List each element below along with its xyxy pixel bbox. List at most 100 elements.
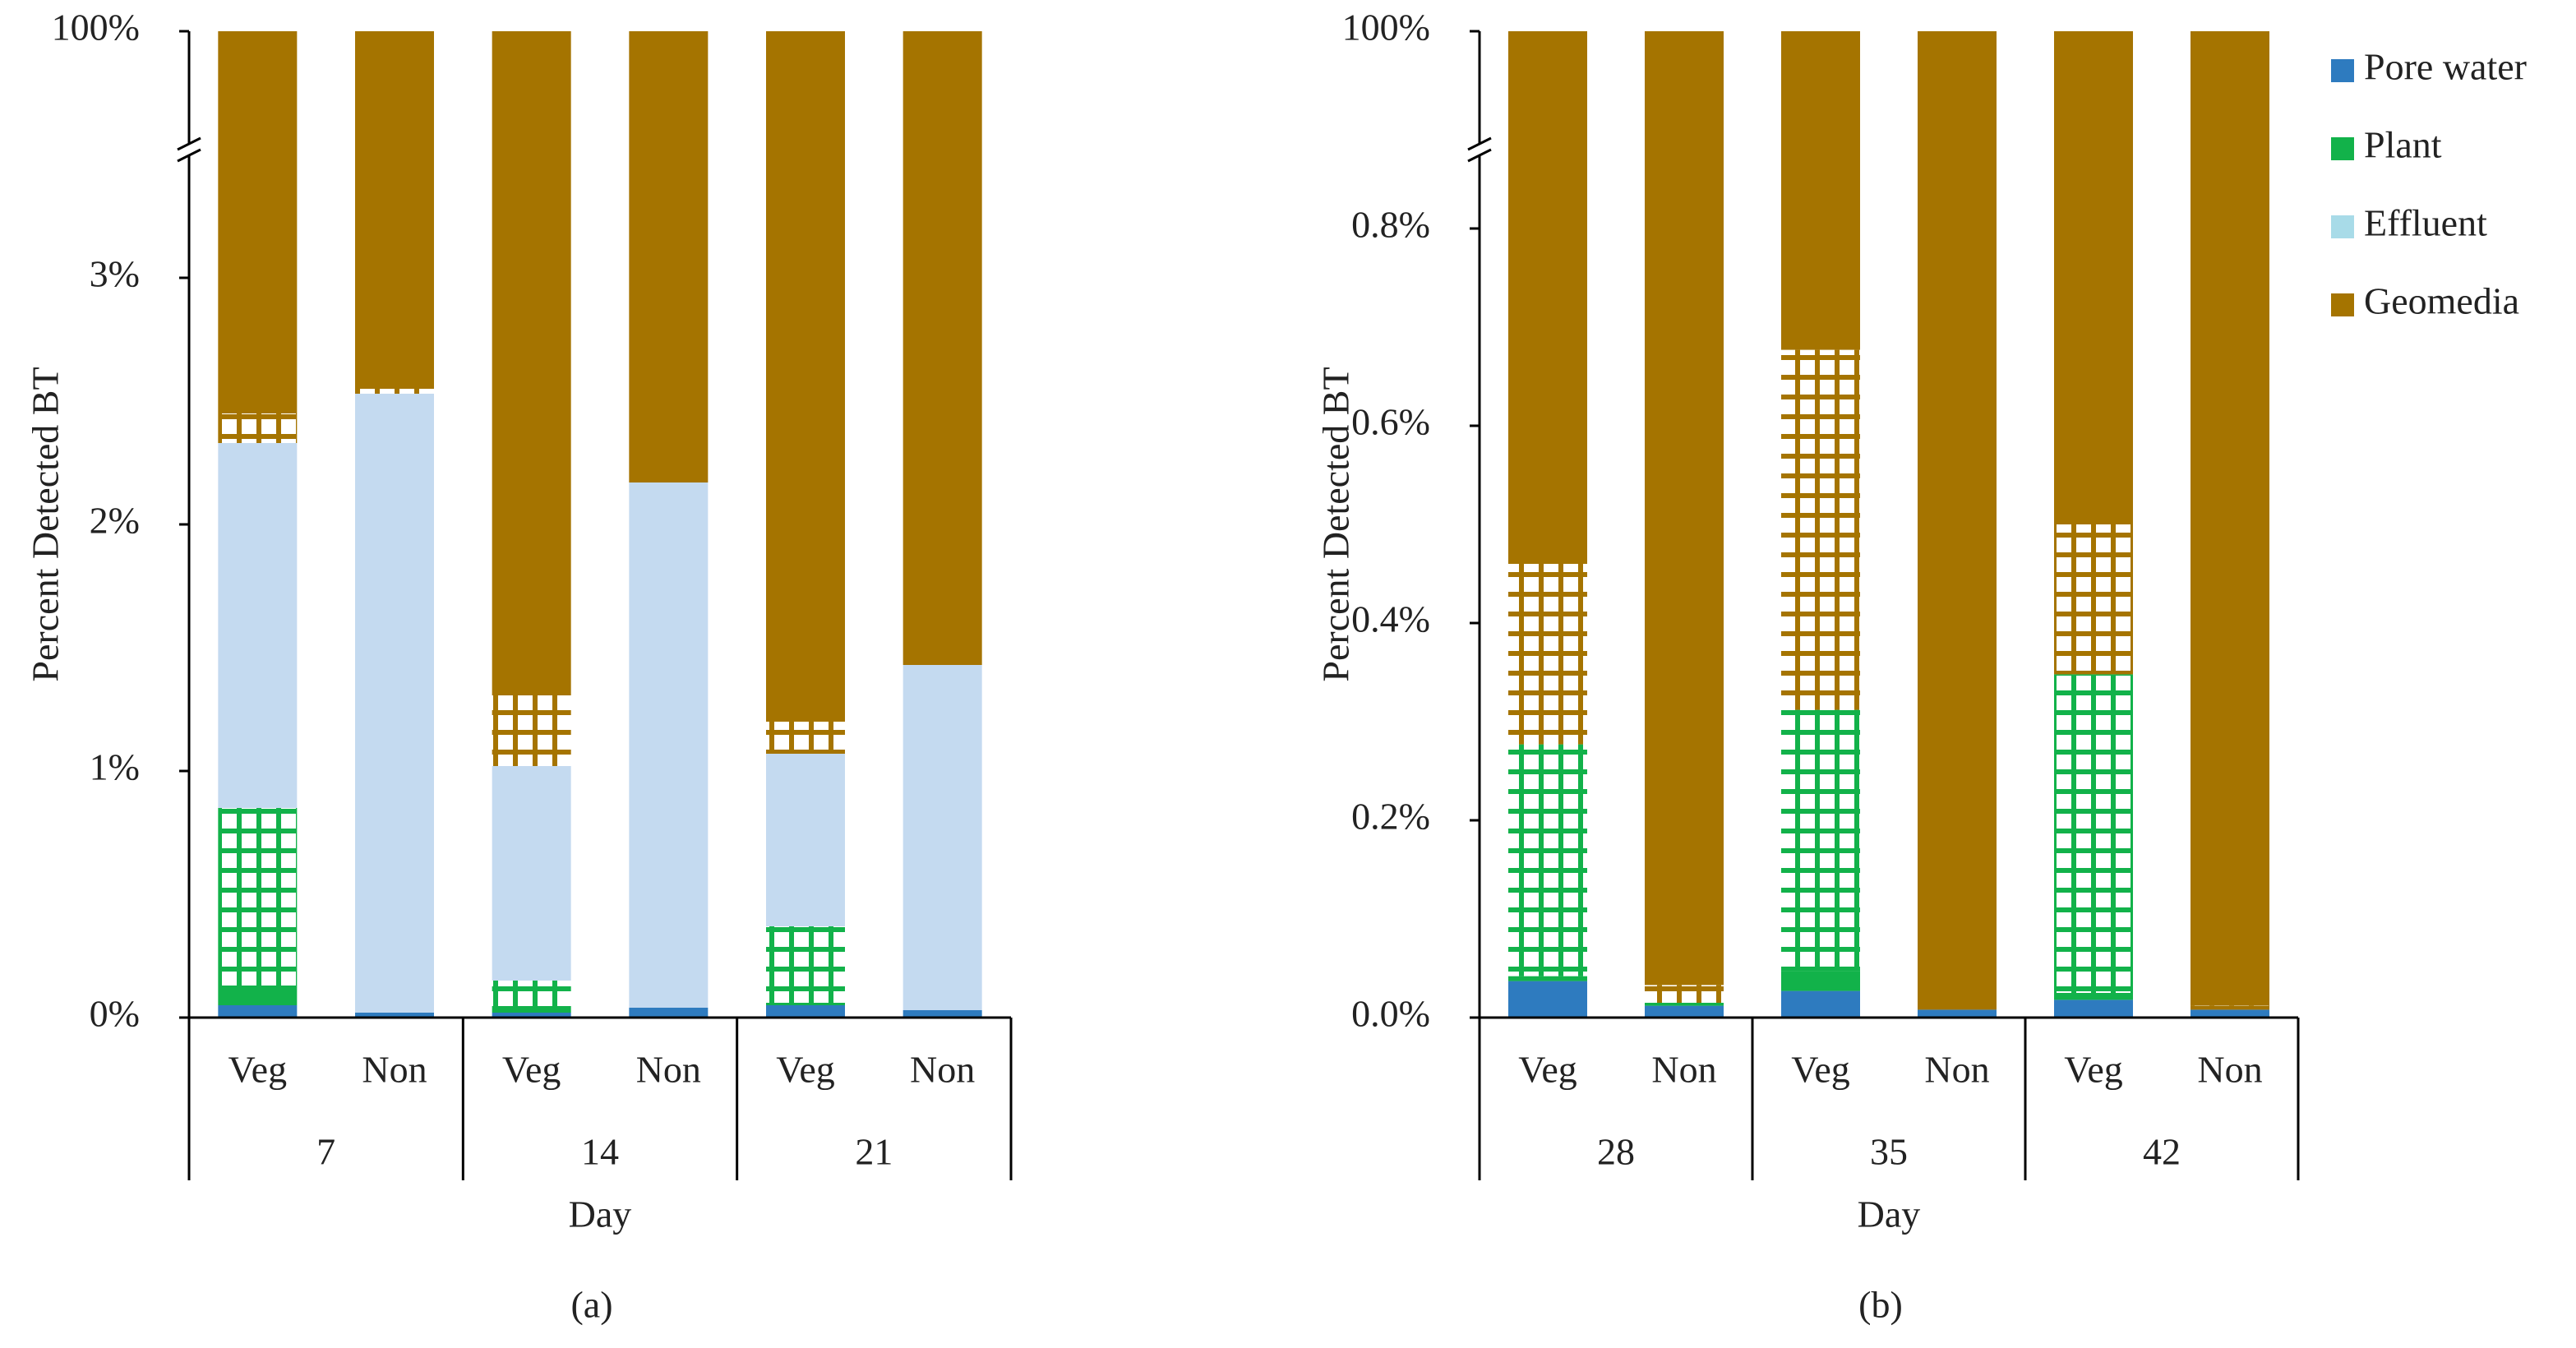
bar-segment bbox=[1781, 990, 1860, 1018]
y-tick-label: 0.6% bbox=[1351, 401, 1430, 443]
bar-segment bbox=[1508, 976, 1587, 981]
bar-segment bbox=[1508, 31, 1587, 564]
bar-segment bbox=[1645, 1003, 1724, 1006]
axis-break bbox=[177, 148, 201, 163]
bar-segment bbox=[2191, 31, 2269, 1006]
bar-segment bbox=[492, 981, 571, 1010]
bar-segment bbox=[355, 31, 434, 389]
x-tick-label: Non bbox=[636, 1049, 701, 1091]
bar-segment bbox=[766, 31, 845, 722]
x-tick-label: Non bbox=[1924, 1049, 1989, 1091]
legend-label: Effluent bbox=[2364, 202, 2487, 244]
y-tick-label: 0.4% bbox=[1351, 598, 1430, 640]
bar-segment bbox=[1918, 31, 1997, 1010]
x-tick-label: Veg bbox=[229, 1049, 288, 1091]
bar-segment bbox=[355, 389, 434, 394]
bar-segment bbox=[2191, 1009, 2269, 1018]
bar-segment bbox=[903, 31, 982, 665]
panel-label: (b) bbox=[1858, 1284, 1903, 1326]
bar-segment bbox=[2054, 31, 2133, 524]
axis-break bbox=[177, 136, 201, 151]
bar-segment bbox=[2054, 999, 2133, 1018]
x-tick-label: Veg bbox=[502, 1049, 561, 1091]
panel-label: (a) bbox=[570, 1284, 612, 1326]
bar-segment bbox=[218, 1005, 298, 1018]
bar-segment bbox=[492, 1013, 571, 1018]
bar-segment bbox=[629, 31, 709, 482]
y-axis-title: Percent Detected BT bbox=[25, 367, 67, 681]
bar-segment bbox=[903, 1010, 982, 1018]
x-tick-label: Veg bbox=[2064, 1049, 2123, 1091]
bar-segment bbox=[492, 1010, 571, 1013]
x-tick-label: Veg bbox=[1518, 1049, 1577, 1091]
bar-segment bbox=[492, 31, 571, 692]
bar-segment bbox=[766, 722, 845, 754]
group-label: 7 bbox=[316, 1131, 335, 1173]
bar-segment bbox=[629, 482, 709, 1008]
bar-segment bbox=[1918, 1009, 1997, 1018]
bar-segment bbox=[355, 1013, 434, 1018]
bar-segment bbox=[1781, 709, 1860, 972]
group-label: 14 bbox=[581, 1131, 619, 1173]
bar-segment bbox=[1781, 971, 1860, 991]
y-tick-label: 1% bbox=[90, 746, 140, 788]
legend-swatch bbox=[2331, 293, 2354, 316]
group-label: 21 bbox=[855, 1131, 893, 1173]
axis-break bbox=[1467, 148, 1492, 163]
y-tick-label: 0.2% bbox=[1351, 796, 1430, 838]
bar-segment bbox=[1781, 31, 1860, 350]
y-tick-label: 100% bbox=[52, 7, 140, 48]
x-tick-label: Veg bbox=[776, 1049, 835, 1091]
group-label: 28 bbox=[1597, 1131, 1635, 1173]
bar-segment bbox=[1645, 985, 1724, 1003]
bar-segment bbox=[2054, 674, 2133, 993]
bar-segment bbox=[218, 986, 298, 1005]
y-tick-label: 2% bbox=[90, 500, 140, 542]
bar-segment bbox=[1508, 744, 1587, 976]
x-axis-title: Day bbox=[1858, 1193, 1921, 1235]
legend-label: Pore water bbox=[2364, 46, 2527, 88]
y-tick-label: 100% bbox=[1342, 7, 1430, 48]
bar-segment bbox=[766, 926, 845, 1003]
group-label: 35 bbox=[1870, 1131, 1908, 1173]
y-tick-label: 3% bbox=[90, 253, 140, 295]
axis-break bbox=[1467, 136, 1492, 151]
bar-segment bbox=[629, 1008, 709, 1018]
bar-segment bbox=[1508, 564, 1587, 745]
group-label: 42 bbox=[2143, 1131, 2181, 1173]
bar-segment bbox=[766, 1003, 845, 1005]
y-tick-label: 0% bbox=[90, 993, 140, 1035]
bar-segment bbox=[492, 766, 571, 981]
bar-segment bbox=[2054, 993, 2133, 1000]
bar-segment bbox=[903, 665, 982, 1010]
bar-segment bbox=[218, 413, 298, 443]
bar-segment bbox=[1645, 31, 1724, 986]
x-tick-label: Non bbox=[362, 1049, 427, 1091]
x-tick-label: Non bbox=[910, 1049, 975, 1091]
legend-label: Geomedia bbox=[2364, 280, 2519, 322]
bar-segment bbox=[1645, 1005, 1724, 1018]
bar-segment bbox=[218, 443, 298, 808]
bar-segment bbox=[218, 808, 298, 986]
bar-segment bbox=[766, 754, 845, 926]
y-tick-label: 0.0% bbox=[1351, 993, 1430, 1035]
legend-label: Plant bbox=[2364, 124, 2442, 166]
y-tick-label: 0.8% bbox=[1351, 204, 1430, 246]
x-tick-label: Veg bbox=[1791, 1049, 1850, 1091]
bar-segment bbox=[2054, 524, 2133, 675]
bar-segment bbox=[492, 692, 571, 766]
bar-segment bbox=[1781, 349, 1860, 710]
y-axis-title: Percent Detected BT bbox=[1315, 367, 1357, 681]
x-tick-label: Non bbox=[1651, 1049, 1716, 1091]
bar-segment bbox=[218, 31, 298, 413]
bar-segment bbox=[766, 1005, 845, 1018]
legend-swatch bbox=[2331, 137, 2354, 160]
bar-segment bbox=[355, 394, 434, 1013]
bar-segment bbox=[1508, 981, 1587, 1018]
legend-swatch bbox=[2331, 59, 2354, 82]
x-tick-label: Non bbox=[2197, 1049, 2262, 1091]
bar-segment bbox=[2191, 1005, 2269, 1010]
legend-swatch bbox=[2331, 215, 2354, 238]
